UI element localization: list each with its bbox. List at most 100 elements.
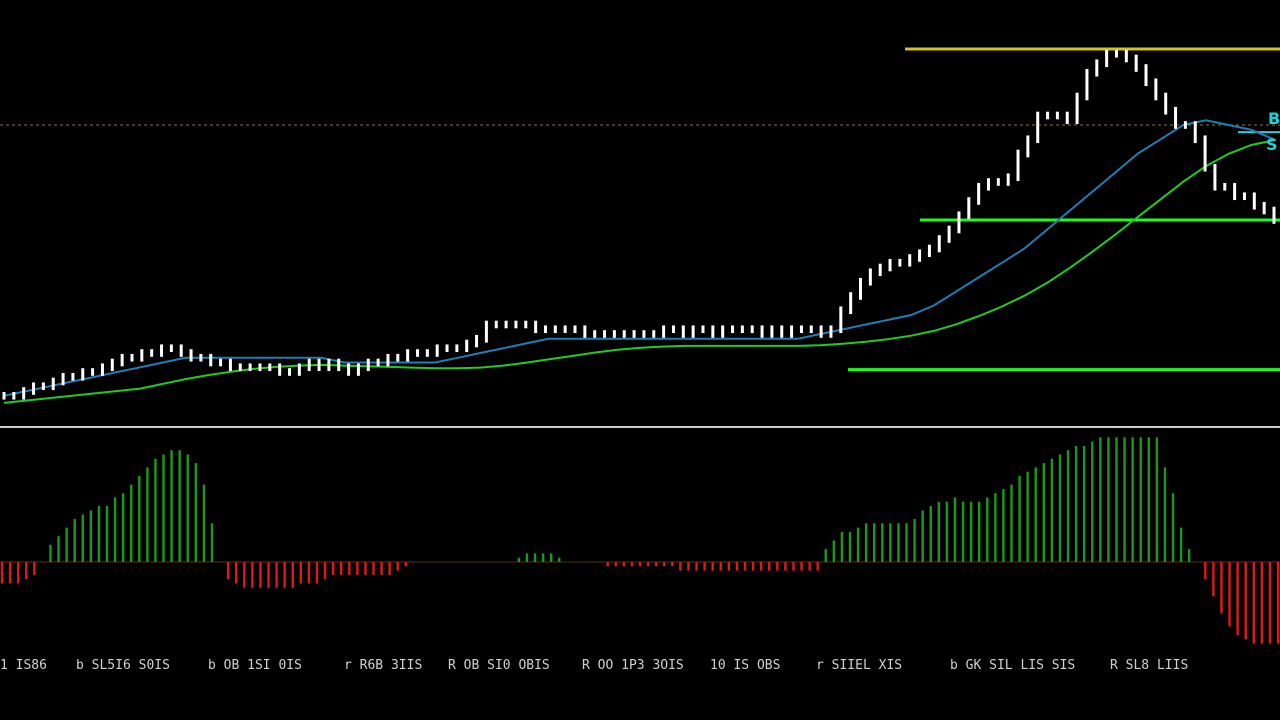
histogram-bar — [832, 540, 836, 562]
candle — [150, 349, 154, 357]
histogram-bar — [323, 562, 327, 580]
candle — [908, 254, 912, 267]
histogram-bar — [81, 514, 84, 562]
candle — [228, 358, 232, 372]
histogram-bar — [396, 562, 399, 571]
candle — [977, 182, 981, 205]
histogram-bar — [622, 562, 626, 567]
candle — [937, 235, 941, 253]
x-tick-label: 10 IS OBS — [710, 658, 780, 673]
histogram-bar — [89, 510, 93, 562]
candle — [425, 349, 429, 357]
candle — [455, 344, 459, 353]
histogram-bar — [743, 562, 747, 571]
histogram-bar — [953, 497, 957, 562]
histogram-bar — [33, 562, 36, 575]
histogram-bar — [364, 562, 367, 575]
histogram-bar — [121, 493, 125, 562]
x-tick-label: R SL8 LIIS — [1110, 658, 1188, 673]
histogram-bar — [1123, 437, 1126, 562]
histogram-bar — [113, 497, 117, 562]
histogram-bar — [663, 562, 666, 567]
candle — [859, 277, 863, 300]
histogram-bar — [1276, 562, 1280, 644]
histogram-bar — [517, 557, 521, 562]
candle — [1262, 201, 1266, 215]
candle — [878, 263, 882, 277]
x-tick-label: R OB SI0 OBIS — [448, 658, 550, 673]
candle — [553, 325, 557, 334]
histogram-bar — [25, 562, 28, 580]
histogram-bar — [291, 562, 294, 588]
candle — [1095, 59, 1099, 77]
candle — [160, 344, 164, 357]
histogram-bar — [259, 562, 262, 588]
candle — [1164, 92, 1168, 115]
histogram-bar — [186, 454, 189, 562]
candle — [22, 387, 26, 400]
ma-slow-line — [3, 139, 1275, 404]
candle — [1046, 111, 1050, 120]
candle — [1154, 78, 1158, 101]
x-tick-label: r R6B 3IIS — [344, 658, 422, 673]
histogram-bar — [1244, 562, 1247, 640]
candle — [1065, 111, 1069, 125]
histogram-bar — [235, 562, 238, 584]
histogram-bar — [162, 454, 165, 562]
histogram-bar — [808, 562, 811, 571]
histogram-bar — [679, 562, 682, 571]
candle — [356, 363, 360, 376]
histogram-bar — [8, 562, 12, 584]
candle — [957, 211, 961, 234]
candle — [297, 363, 301, 376]
histogram-bar — [315, 562, 319, 584]
candle — [504, 320, 508, 329]
histogram-bar — [1042, 463, 1045, 562]
candle — [563, 325, 567, 334]
histogram-bar — [816, 562, 819, 571]
candle — [652, 330, 656, 338]
candle — [51, 377, 55, 391]
candle — [1134, 54, 1138, 72]
candle — [189, 349, 193, 362]
candle — [829, 325, 833, 338]
histogram-bar — [1252, 562, 1255, 644]
histogram-bar — [97, 506, 101, 562]
candle — [268, 363, 272, 372]
candle — [484, 320, 488, 343]
histogram-bar — [646, 562, 650, 567]
histogram-bar — [1147, 437, 1150, 562]
histogram-bar — [913, 519, 916, 562]
candle — [317, 358, 321, 372]
histogram-bar — [881, 523, 884, 562]
candle — [219, 358, 223, 367]
candle — [1193, 121, 1197, 144]
candle — [288, 368, 292, 376]
histogram-bar — [1131, 437, 1134, 562]
candle — [307, 358, 311, 372]
candle — [918, 249, 922, 262]
candle — [671, 325, 675, 334]
candle — [740, 325, 744, 334]
histogram-bar — [404, 562, 407, 567]
histogram-bar — [243, 562, 246, 588]
candle — [386, 353, 390, 367]
histogram-bar — [687, 562, 690, 571]
histogram-bar — [170, 450, 173, 562]
histogram-bar — [864, 523, 868, 562]
histogram-bar — [251, 562, 254, 588]
candle — [514, 320, 518, 329]
histogram-bar — [1268, 562, 1272, 644]
moving-averages — [3, 119, 1275, 404]
candle — [790, 325, 794, 338]
candle — [888, 258, 892, 272]
histogram-bar — [897, 523, 900, 562]
histogram-bar — [1050, 458, 1054, 562]
histogram-bar — [1179, 527, 1183, 562]
candle — [130, 353, 134, 362]
candle — [258, 363, 262, 372]
candle — [140, 349, 144, 362]
histogram-bar — [194, 463, 198, 562]
candle — [721, 325, 725, 338]
histogram-bar — [138, 476, 141, 562]
